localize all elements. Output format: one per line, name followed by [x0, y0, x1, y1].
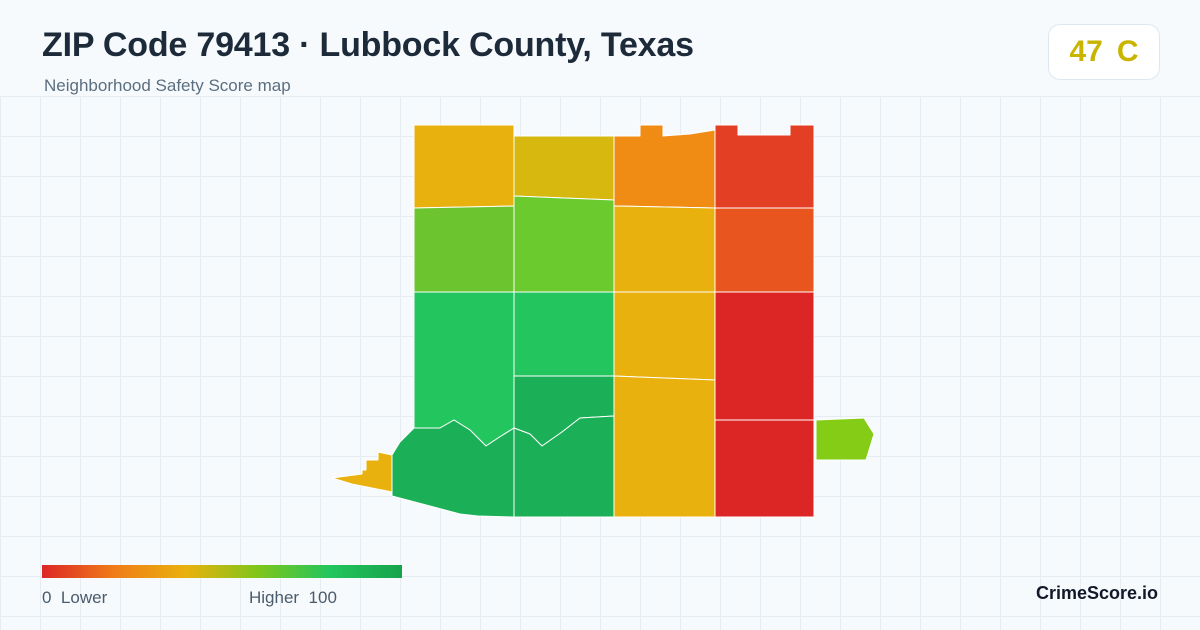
region-r3c1[interactable] [413, 291, 515, 447]
page-subtitle: Neighborhood Safety Score map [44, 76, 291, 95]
region-r4c3[interactable] [613, 375, 716, 518]
region-r2c3[interactable] [613, 205, 716, 293]
region-r1c1[interactable] [413, 124, 515, 209]
legend-low-value: 0 [42, 588, 52, 607]
score-value: 47 [1069, 35, 1103, 68]
region-r3c2[interactable] [513, 291, 615, 377]
region-east-tab[interactable] [815, 417, 875, 461]
region-r1c3[interactable] [613, 124, 716, 209]
region-r1c4[interactable] [714, 124, 815, 209]
region-r4c4[interactable] [714, 419, 815, 518]
region-r3c3[interactable] [613, 291, 716, 381]
score-badge: 47 C [1048, 24, 1160, 80]
region-r5c2[interactable] [513, 415, 615, 518]
legend-high-text: Higher [249, 588, 300, 607]
region-r2c1[interactable] [413, 205, 515, 293]
legend-low-label: 0 Lower [42, 588, 107, 608]
legend-high-value: 100 [308, 588, 337, 607]
legend-low-text: Lower [60, 588, 108, 607]
region-r1c2[interactable] [513, 135, 615, 201]
region-west-spur[interactable] [331, 451, 393, 493]
region-r2c4[interactable] [714, 207, 815, 293]
score-grade: C [1116, 35, 1139, 68]
region-r3c4[interactable] [714, 291, 815, 421]
brand-logo-text[interactable]: CrimeScore.io [1036, 583, 1159, 603]
region-r5c1[interactable] [391, 419, 515, 518]
page-title: ZIP Code 79413 · Lubbock County, Texas [42, 26, 694, 64]
legend-color-scale [42, 565, 402, 578]
region-r2c2[interactable] [513, 195, 615, 293]
legend-high-label: Higher 100 [249, 588, 337, 608]
